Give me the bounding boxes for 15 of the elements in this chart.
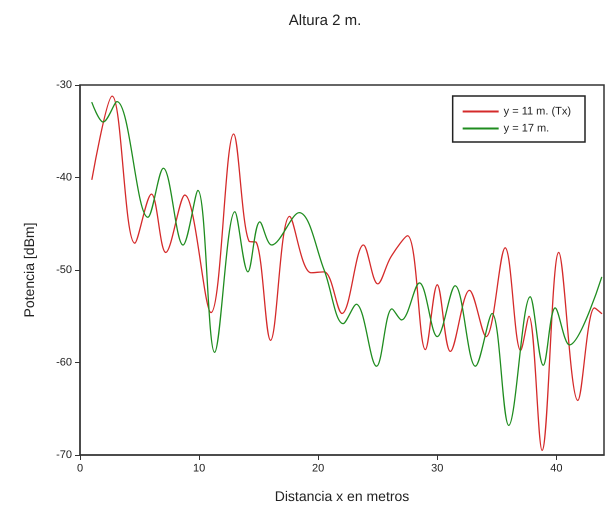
y-tick-label: -50 xyxy=(56,264,72,276)
y-tick-label: -70 xyxy=(56,449,72,461)
x-axis-title: Distancia x en metros xyxy=(274,488,410,504)
chart-title: Altura 2 m. xyxy=(288,12,362,29)
x-tick-label: 0 xyxy=(76,462,84,474)
legend-label: y = 11 m. (Tx) xyxy=(504,106,572,118)
x-tick-label: 10 xyxy=(192,462,206,474)
legend-label: y = 17 m. xyxy=(504,122,550,134)
x-tick-label: 20 xyxy=(312,462,324,474)
y-tick-label: -60 xyxy=(56,356,72,368)
y-tick-label: -30 xyxy=(56,79,72,91)
y-tick-label: -40 xyxy=(56,172,72,184)
y-axis-title: Potencia [dBm] xyxy=(21,222,37,318)
x-tick-label: 40 xyxy=(550,462,562,474)
x-tick-label: 30 xyxy=(431,462,444,474)
